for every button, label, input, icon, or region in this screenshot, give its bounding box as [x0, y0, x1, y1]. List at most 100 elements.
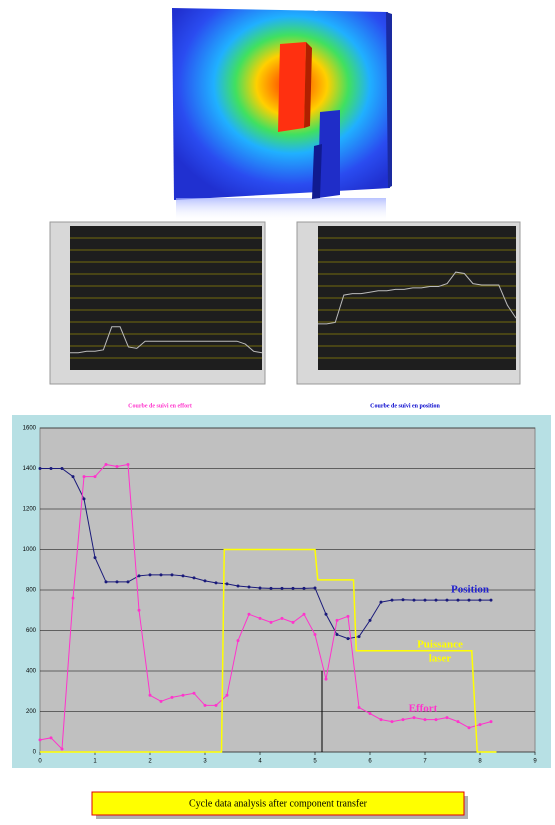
point: [325, 678, 328, 681]
point: [413, 599, 416, 602]
point: [105, 580, 108, 583]
point: [116, 465, 119, 468]
point: [105, 463, 108, 466]
point: [160, 573, 163, 576]
point: [303, 587, 306, 590]
point: [292, 621, 295, 624]
point: [171, 696, 174, 699]
point: [413, 716, 416, 719]
mini-chart-caption: Courbe de suivi en position: [370, 403, 440, 409]
point: [446, 599, 449, 602]
y-tick-label: 400: [26, 669, 37, 675]
mini-chart: [297, 222, 520, 384]
point: [138, 609, 141, 612]
point: [347, 615, 350, 618]
caption-box: Cycle data analysis after component tran…: [92, 792, 468, 819]
point: [281, 587, 284, 590]
point: [479, 723, 482, 726]
point: [424, 599, 427, 602]
point: [94, 475, 97, 478]
point: [248, 585, 251, 588]
point: [259, 586, 262, 589]
point: [149, 694, 152, 697]
y-tick-label: 1200: [23, 507, 37, 513]
point: [193, 692, 196, 695]
y-tick-label: 600: [26, 628, 37, 634]
y-tick-label: 1000: [23, 547, 37, 553]
point: [479, 599, 482, 602]
point: [204, 579, 207, 582]
y-tick-label: 800: [26, 588, 37, 594]
point: [215, 581, 218, 584]
point: [204, 704, 207, 707]
point: [94, 556, 97, 559]
point: [380, 718, 383, 721]
point: [182, 574, 185, 577]
y-tick-label: 200: [26, 709, 37, 715]
point: [138, 574, 141, 577]
point: [72, 597, 75, 600]
point: [116, 580, 119, 583]
point: [490, 599, 493, 602]
point: [182, 694, 185, 697]
point: [127, 463, 130, 466]
annotation: Puissance: [417, 639, 463, 651]
point: [457, 599, 460, 602]
point: [39, 467, 42, 470]
point: [347, 637, 350, 640]
thermal-render: [172, 5, 392, 222]
annotation: Position: [451, 584, 489, 596]
page: Courbe de suivi en effort Courbe de suiv…: [0, 0, 555, 820]
point: [457, 720, 460, 723]
point: [358, 635, 361, 638]
point: [391, 599, 394, 602]
point: [237, 584, 240, 587]
point: [83, 475, 86, 478]
point: [402, 718, 405, 721]
point: [303, 613, 306, 616]
point: [259, 617, 262, 620]
point: [160, 700, 163, 703]
point: [468, 599, 471, 602]
point: [171, 573, 174, 576]
point: [391, 720, 394, 723]
y-tick-label: 1400: [23, 466, 37, 472]
point: [380, 601, 383, 604]
point: [83, 497, 86, 500]
point: [358, 706, 361, 709]
point: [490, 720, 493, 723]
point: [446, 716, 449, 719]
point: [435, 718, 438, 721]
point: [435, 599, 438, 602]
point: [50, 736, 53, 739]
point: [281, 617, 284, 620]
point: [72, 475, 75, 478]
point: [248, 613, 251, 616]
point: [424, 718, 427, 721]
point: [468, 726, 471, 729]
point: [325, 613, 328, 616]
point: [237, 639, 240, 642]
point: [61, 747, 64, 750]
point: [61, 467, 64, 470]
point: [39, 738, 42, 741]
point: [402, 598, 405, 601]
point: [270, 587, 273, 590]
point: [369, 619, 372, 622]
point: [127, 580, 130, 583]
point: [292, 587, 295, 590]
point: [270, 621, 273, 624]
caption: Cycle data analysis after component tran…: [189, 798, 368, 809]
point: [149, 573, 152, 576]
point: [314, 633, 317, 636]
point: [215, 704, 218, 707]
point: [369, 712, 372, 715]
mini-chart: [50, 222, 265, 384]
point: [336, 619, 339, 622]
y-tick-label: 1600: [23, 426, 37, 432]
point: [314, 586, 317, 589]
annotation: laser: [429, 653, 452, 665]
point: [226, 694, 229, 697]
point: [336, 633, 339, 636]
mini-chart-caption: Courbe de suivi en effort: [128, 403, 192, 409]
